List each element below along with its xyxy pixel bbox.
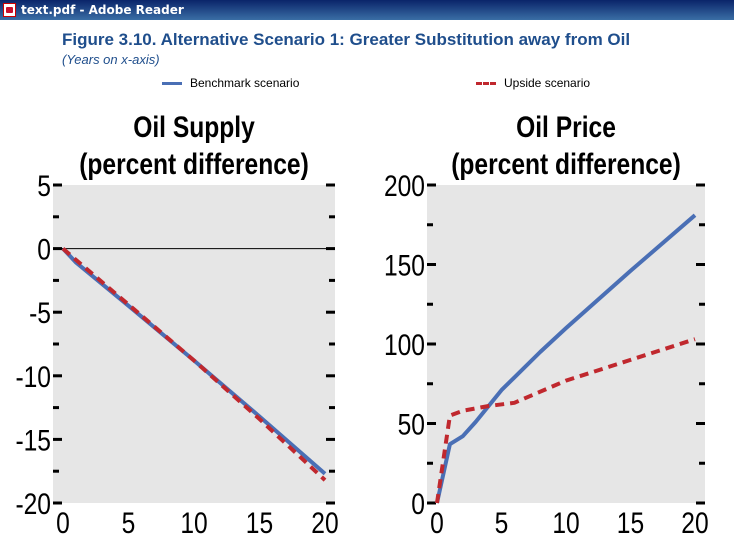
chart-1-y-tick-label: -15 xyxy=(15,423,51,457)
chart-2-subtitle: (percent difference) xyxy=(451,147,681,181)
chart-1-y-tick-label: -20 xyxy=(15,487,51,521)
legend-benchmark: Benchmark scenario xyxy=(162,76,299,90)
chart-1-subtitle: (percent difference) xyxy=(79,147,309,181)
chart-1-y-tick-label: 0 xyxy=(37,232,51,266)
chart-2-x-tick-label: 10 xyxy=(552,506,579,540)
chart-1-x-tick-label: 10 xyxy=(180,506,207,540)
chart-2-y-tick-label: 200 xyxy=(384,169,425,203)
figure-subtitle: (Years on x-axis) xyxy=(62,52,160,67)
chart-1-y-tick-label: -5 xyxy=(29,296,51,330)
window-title: text.pdf - Adobe Reader xyxy=(21,3,184,17)
chart-1-x-tick-label: 20 xyxy=(311,506,338,540)
chart-2-x-tick-label: 0 xyxy=(430,506,444,540)
chart-1-y-tick-label: 5 xyxy=(37,169,51,203)
chart-2-plot-area xyxy=(427,185,705,503)
chart-2-x-tick-label: 5 xyxy=(495,506,509,540)
chart-2-x-tick-label: 15 xyxy=(617,506,644,540)
chart-1-y-tick-label: -10 xyxy=(15,359,51,393)
chart-2-y-tick-label: 0 xyxy=(411,487,425,521)
chart-1-x-tick-label: 5 xyxy=(122,506,136,540)
figure-title: Figure 3.10. Alternative Scenario 1: Gre… xyxy=(62,30,631,49)
legend-upside-swatch xyxy=(476,82,496,86)
chart-1-x-tick-label: 0 xyxy=(56,506,70,540)
legend-benchmark-label: Benchmark scenario xyxy=(190,76,300,90)
chart-2-y-tick-label: 50 xyxy=(398,407,425,441)
chart-2-y-tick-label: 150 xyxy=(384,248,425,282)
adobe-reader-icon xyxy=(3,3,16,17)
chart-2-title: Oil Price xyxy=(516,110,616,144)
chart-2-benchmark-line xyxy=(435,213,697,504)
chart-1-plot-area xyxy=(53,185,335,503)
legend-benchmark-swatch xyxy=(162,82,182,86)
chart-2-upside-line xyxy=(435,337,696,504)
chart-1-title: Oil Supply xyxy=(133,110,255,144)
chart-1-upside-line xyxy=(61,247,327,482)
chart-2-y-tick-label: 100 xyxy=(384,328,425,362)
chart-2-x-tick-label: 20 xyxy=(681,506,708,540)
legend-upside: Upside scenario xyxy=(476,76,590,90)
legend-upside-label: Upside scenario xyxy=(504,76,591,90)
chart-1-x-tick-label: 15 xyxy=(246,506,273,540)
window-title-bar[interactable]: text.pdf - Adobe Reader xyxy=(0,0,734,20)
